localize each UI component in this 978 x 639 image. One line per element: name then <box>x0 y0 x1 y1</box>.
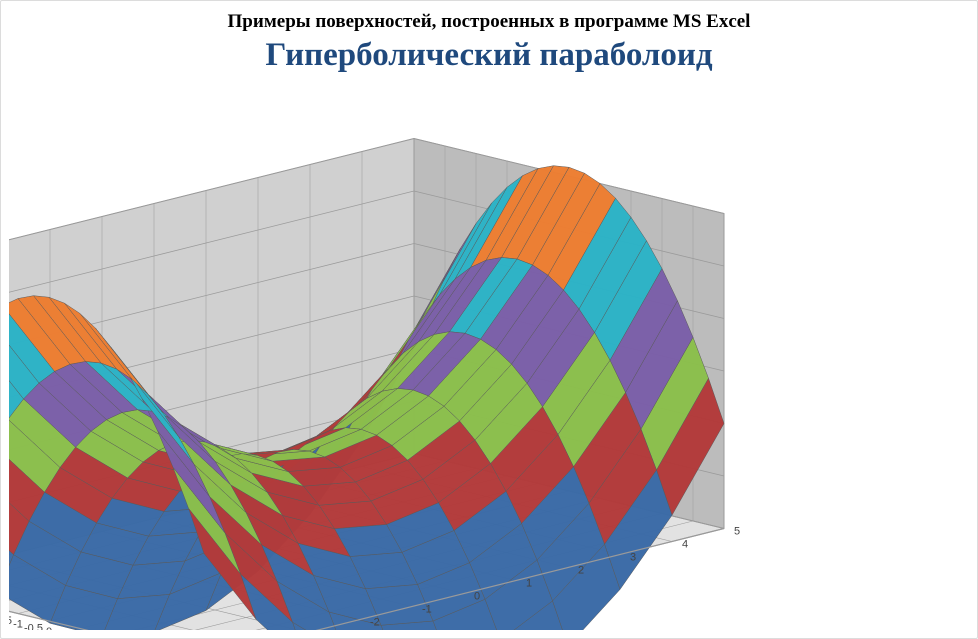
svg-text:2: 2 <box>578 565 584 577</box>
svg-text:4: 4 <box>682 539 688 551</box>
svg-text:-1,5: -1,5 <box>9 615 12 627</box>
svg-text:3: 3 <box>630 552 636 564</box>
svg-text:0: 0 <box>46 626 52 630</box>
svg-text:-1: -1 <box>13 619 23 631</box>
svg-text:1: 1 <box>526 578 532 590</box>
chart-container: Примеры поверхностей, построенных в прог… <box>0 0 978 639</box>
surface3d-svg: -1,00-0,500,000,501,001,502,00-5-4,5-4-3… <box>9 91 971 630</box>
svg-text:-2: -2 <box>370 617 380 629</box>
svg-text:0: 0 <box>474 591 480 603</box>
chart-plot-area: -1,00-0,500,000,501,001,502,00-5-4,5-4-3… <box>9 91 969 628</box>
svg-text:-0,5: -0,5 <box>24 622 43 630</box>
chart-supertitle: Примеры поверхностей, построенных в прог… <box>1 11 977 33</box>
svg-text:5: 5 <box>734 526 740 538</box>
svg-text:-1: -1 <box>422 604 432 616</box>
chart-title: Гиперболический параболоид <box>1 37 977 74</box>
